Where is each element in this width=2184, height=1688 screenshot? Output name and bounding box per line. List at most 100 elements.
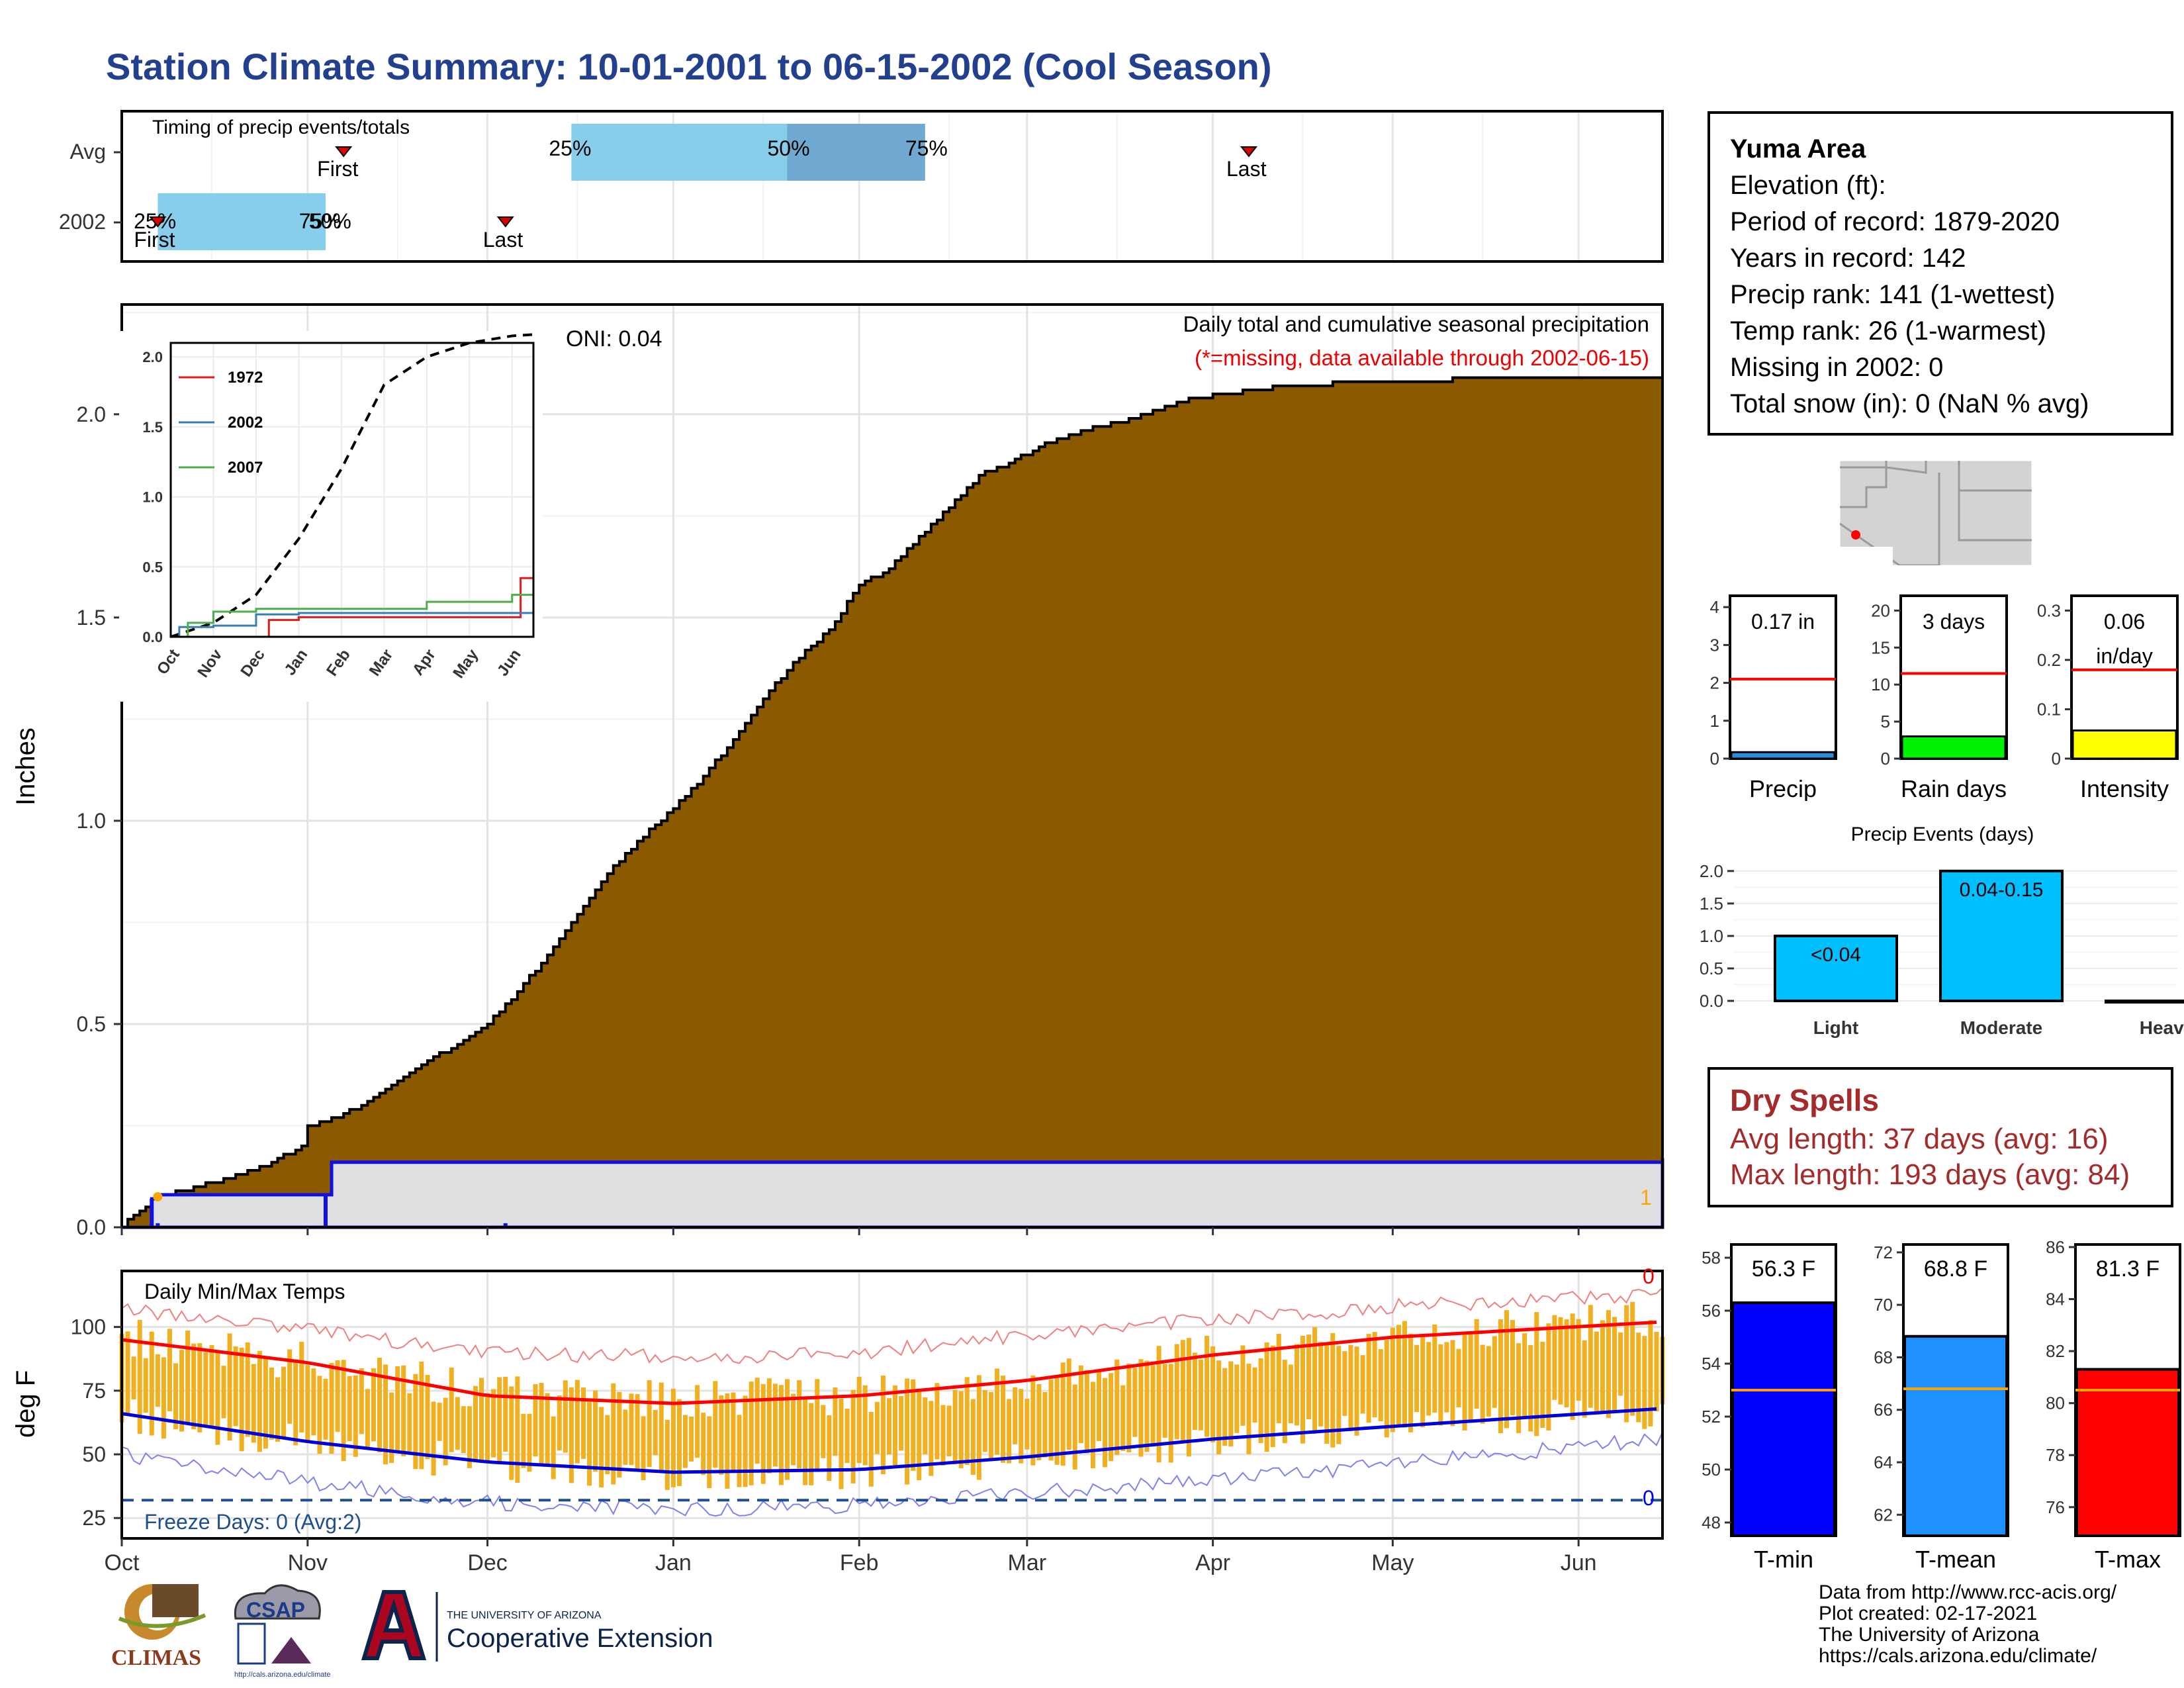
daily-temp-bar <box>515 1376 520 1483</box>
daily-temp-bar <box>347 1376 352 1442</box>
summary-bar-frame <box>1899 594 2008 760</box>
daily-temp-bar <box>149 1331 154 1436</box>
daily-temp-bar <box>233 1346 238 1427</box>
daily-temp-bar <box>731 1392 736 1472</box>
daily-temp-bar <box>185 1331 191 1424</box>
record-high-count: 0 <box>1643 1264 1655 1288</box>
daily-temp-bar <box>1642 1336 1647 1429</box>
daily-temp-bar <box>329 1362 334 1454</box>
daily-temp-bar <box>1492 1336 1497 1408</box>
daily-temp-bar <box>664 1419 670 1490</box>
daily-temp-bar <box>263 1357 268 1449</box>
daily-temp-bar <box>425 1375 430 1460</box>
average-max-line <box>121 1320 1657 1405</box>
daily-temp-bar <box>275 1377 281 1442</box>
y-tick-label: 78 <box>2046 1445 2065 1465</box>
summary-bar-label: Intensity <box>2080 775 2169 801</box>
daily-temp-bar <box>809 1403 814 1485</box>
daily-temp-bar <box>850 1389 856 1483</box>
inset-average-line <box>170 333 534 638</box>
daily-temp-bar <box>203 1352 208 1426</box>
daily-temp-bar <box>1097 1369 1102 1441</box>
daily-temp-bar <box>1072 1384 1077 1470</box>
daily-temp-bar <box>1588 1305 1593 1408</box>
daily-temp-bar <box>323 1378 328 1440</box>
daily-temp-bar <box>1498 1319 1503 1434</box>
avg-q50-label: 50% <box>767 136 809 160</box>
daily-temp-bar <box>1330 1333 1336 1448</box>
legend-label: 2002 <box>228 414 263 432</box>
daily-temp-bar <box>1384 1339 1389 1438</box>
daily-temp-bar <box>839 1399 844 1489</box>
daily-temp-bar <box>455 1397 460 1450</box>
daily-temp-bar <box>371 1368 376 1442</box>
events-title: Precip Events (days) <box>1851 823 2034 845</box>
daily-temp-bar <box>593 1390 598 1472</box>
y2002-first-label: First <box>134 228 175 252</box>
event-bar-label: 0.04-0.15 <box>1960 879 2044 901</box>
daily-temp-bar <box>1438 1344 1443 1426</box>
summary-bar <box>2071 729 2177 760</box>
y2002-last-marker <box>496 216 514 228</box>
info-years: Years in record: 142 <box>1730 244 1966 273</box>
y-tick-label: 10 <box>1871 675 1890 694</box>
temp-chart: 25 50 75 100 Oct Nov Dec Jan Feb Mar Apr May Jun deg … <box>11 1264 1665 1575</box>
daily-temp-bar <box>1390 1327 1395 1432</box>
daily-temp-bar <box>923 1397 928 1455</box>
daily-temp-bar <box>1516 1343 1522 1433</box>
daily-temp-bar <box>862 1385 868 1466</box>
daily-temp-bar <box>473 1385 478 1461</box>
daily-temp-bar <box>1109 1373 1114 1462</box>
y-tick-label: 70 <box>1874 1295 1893 1315</box>
y-tick-label: 0 <box>1710 749 1719 769</box>
y-tick-label: 84 <box>2046 1289 2065 1309</box>
daily-temp-bar <box>269 1367 274 1440</box>
daily-temp-bar <box>1648 1320 1653 1427</box>
daily-temp-bar <box>599 1407 604 1487</box>
daily-temp-bar <box>335 1360 340 1432</box>
precip-summary-bars: 0 1 2 3 4 0.17 in Precip 0 5 10 15 20 3 days Rain day… <box>1710 594 2179 801</box>
precip-events-chart: Precip Events (days) <0.04 Light 0.04-0.15 M… <box>1700 823 2184 1038</box>
y-tick-label: 82 <box>2046 1341 2065 1361</box>
y2002-first-marker <box>149 216 167 228</box>
month-label: Feb <box>840 1550 879 1575</box>
daily-temp-bar <box>257 1350 262 1452</box>
daily-temp-bar <box>353 1375 358 1457</box>
daily-temp-bar <box>784 1379 790 1480</box>
temp-ylabel: deg F <box>11 1370 40 1438</box>
event-bar-label: <0.04 <box>1811 944 1861 966</box>
daily-precip-bar <box>503 1223 508 1227</box>
y-tick-label: 5 <box>1881 712 1890 731</box>
daily-temp-bar <box>587 1401 592 1486</box>
daily-temp-bar <box>1480 1344 1485 1424</box>
temp-bar-label: T-mean <box>1915 1546 1996 1573</box>
daily-temp-bar <box>497 1377 502 1465</box>
info-elevation: Elevation (ft): <box>1730 171 1886 200</box>
daily-temp-bar <box>797 1380 802 1469</box>
daily-temp-bar <box>299 1341 304 1433</box>
daily-temp-bar <box>449 1367 454 1452</box>
ua-big-text: Cooperative Extension <box>447 1624 713 1653</box>
precip-missing-note: (*=missing, data available through 2002-… <box>1195 346 1649 370</box>
daily-temp-bar <box>827 1415 832 1481</box>
daily-temp-bar <box>1324 1344 1330 1444</box>
daily-temp-bar <box>689 1417 694 1462</box>
daily-temp-bar <box>1210 1346 1216 1442</box>
y-tick-label: 0.2 <box>2037 650 2061 670</box>
daily-temp-bar <box>545 1393 550 1466</box>
daily-temp-bar <box>1600 1320 1605 1411</box>
daily-temp-bar <box>1474 1319 1479 1409</box>
daily-temp-bar <box>1205 1335 1210 1437</box>
daily-temp-bar <box>221 1366 226 1419</box>
daily-temp-bar <box>695 1385 700 1458</box>
cumulative-average-area <box>122 376 1664 1229</box>
daily-temp-bar <box>929 1401 934 1476</box>
daily-temp-bar <box>1078 1365 1083 1444</box>
temp-bar-value: 56.3 F <box>1752 1256 1815 1282</box>
legend-label: 2007 <box>228 459 263 477</box>
avg-q25-label: 25% <box>549 136 591 160</box>
daily-temp-bar <box>701 1413 706 1476</box>
record-max-line <box>121 1287 1663 1364</box>
daily-temp-bar <box>815 1379 820 1469</box>
summary-bar-value: 3 days <box>1923 610 1985 633</box>
